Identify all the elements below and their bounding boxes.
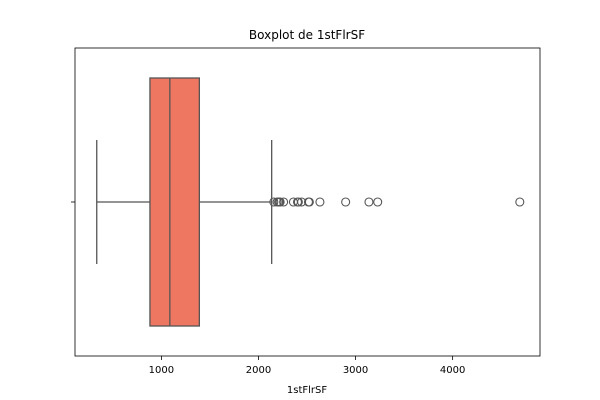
outlier-point bbox=[293, 197, 303, 207]
x-tick-label: 2000 bbox=[246, 365, 271, 376]
x-tick-label: 3000 bbox=[343, 365, 368, 376]
outlier-point bbox=[315, 197, 325, 207]
outlier-point bbox=[515, 197, 525, 207]
x-tick-label: 4000 bbox=[440, 365, 465, 376]
plot-area bbox=[96, 77, 525, 327]
chart-title: Boxplot de 1stFlrSF bbox=[249, 28, 365, 42]
outlier-point bbox=[341, 197, 351, 207]
outlier-point bbox=[364, 197, 374, 207]
outlier-point bbox=[304, 197, 314, 207]
outlier-point bbox=[269, 197, 279, 207]
iqr-box bbox=[149, 77, 201, 327]
outlier-point bbox=[279, 197, 289, 207]
x-tick-label: 1000 bbox=[149, 365, 174, 376]
outlier-point bbox=[275, 197, 285, 207]
outlier-point bbox=[373, 197, 383, 207]
x-axis-label: 1stFlrSF bbox=[287, 385, 327, 396]
